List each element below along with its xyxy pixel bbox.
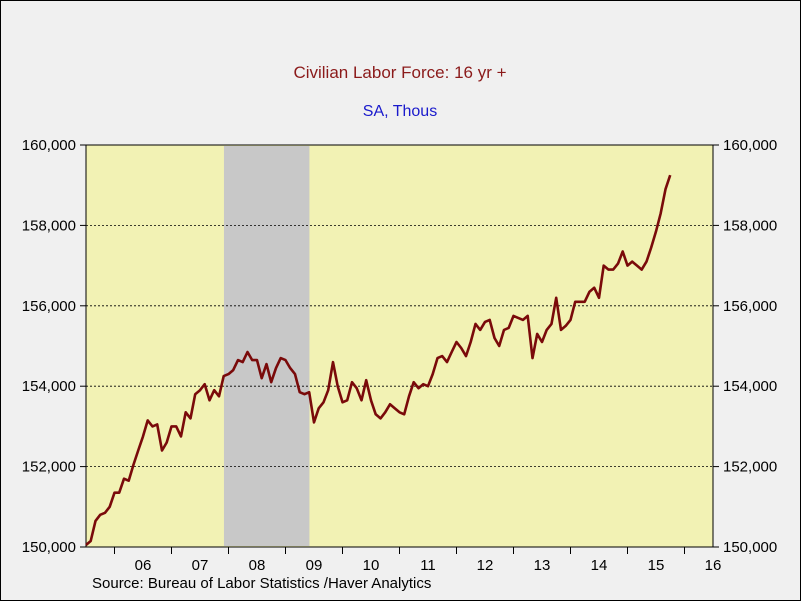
x-tick-label: 07 [192,557,209,574]
x-tick-label: 06 [135,557,152,574]
y-tick-label-left: 158,000 [22,217,76,234]
y-axis-left-labels: 150,000 152,000 154,000 156,000 158,000 160,0… [22,137,76,556]
x-tick-label: 12 [477,557,494,574]
recession-band [223,146,310,546]
plot-area [85,144,714,548]
y-tick-label-right: 156,000 [723,298,777,315]
x-tick-label: 08 [249,557,266,574]
y-tick-label-left: 150,000 [22,539,76,556]
y-tick-label-left: 152,000 [22,459,76,476]
grid-lines [86,224,713,468]
source-note: Source: Bureau of Labor Statistics /Have… [92,575,431,592]
chart-title: Civilian Labor Force: 16 yr + [293,63,506,82]
x-tick-label: 14 [591,557,608,574]
y-tick-label-right: 154,000 [723,378,777,395]
tick-marks [80,144,719,554]
y-tick-label-left: 156,000 [22,298,76,315]
series-line [85,174,672,546]
y-axis-right-labels: 150,000 152,000 154,000 156,000 158,000 160,0… [723,137,777,556]
x-axis-labels: 06 07 08 09 10 11 12 13 14 15 16 [135,557,722,574]
x-tick-label: 15 [648,557,665,574]
x-tick-label: 16 [705,557,722,574]
y-tick-label-right: 150,000 [723,539,777,556]
x-tick-label: 10 [363,557,380,574]
y-tick-label-right: 152,000 [723,459,777,476]
chart-subtitle: SA, Thous [363,103,437,120]
y-tick-label-left: 154,000 [22,378,76,395]
x-tick-label: 11 [420,557,436,574]
y-tick-label-left: 160,000 [22,137,76,154]
x-tick-label: 09 [306,557,323,574]
x-tick-label: 13 [534,557,551,574]
y-tick-label-right: 158,000 [723,217,777,234]
y-tick-label-right: 160,000 [723,137,777,154]
